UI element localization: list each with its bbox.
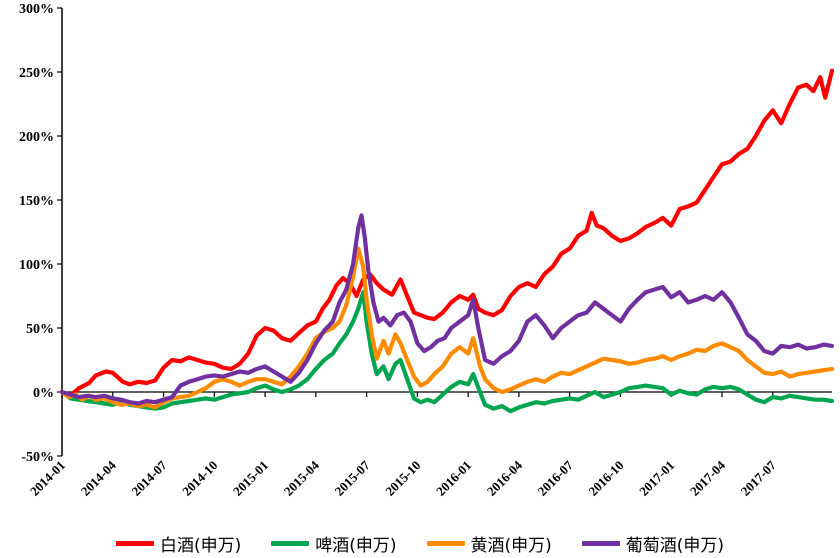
plot-area: -50%0%50%100%150%200%250%300%2014-01 2014… <box>19 2 835 499</box>
x-tick-label: 2015-04 <box>281 457 323 499</box>
x-tick-label: 2017-04 <box>687 457 729 499</box>
legend-swatch <box>581 540 620 546</box>
x-tick-label: 2015-10 <box>382 458 423 499</box>
series-line-2 <box>59 290 835 414</box>
y-tick-label: 150% <box>19 194 54 209</box>
legend-item-3: 黄酒(申万) <box>426 531 552 556</box>
x-tick-label: 2017-07 <box>738 457 780 499</box>
x-tick-label: 2016-10 <box>585 458 626 499</box>
series-line-4 <box>59 213 835 406</box>
y-tick-label: 250% <box>19 66 54 81</box>
x-tick-label: 2014-04 <box>78 457 120 499</box>
line-chart: -50%0%50%100%150%200%250%300%2014-01 2014… <box>19 2 835 499</box>
x-tick-label: 2015-07 <box>331 457 373 499</box>
legend-item-1: 白酒(申万) <box>115 531 242 556</box>
legend-swatch <box>271 540 310 546</box>
legend-label: 黄酒(申万) <box>470 535 552 556</box>
legend-label: 啤酒(申万) <box>315 535 397 556</box>
legend-item-2: 啤酒(申万) <box>271 531 397 556</box>
y-tick-label: 50% <box>26 322 54 337</box>
series-line-3 <box>59 246 835 410</box>
legend-label: 白酒(申万) <box>159 535 242 556</box>
x-tick-label: 2014-07 <box>128 457 170 499</box>
y-tick-label: 300% <box>19 2 54 17</box>
y-tick-label: -50% <box>21 450 54 465</box>
x-tick-label: 2017-01 <box>636 458 677 499</box>
legend-item-4: 葡萄酒(申万) <box>581 531 725 556</box>
y-tick-label: 100% <box>19 258 54 273</box>
legend-swatch <box>426 540 465 546</box>
legend-swatch <box>115 540 154 546</box>
x-tick-label: 2014-10 <box>179 458 220 499</box>
legend: 白酒(申万) 啤酒(申万) 黄酒(申万) 葡萄酒(申万) <box>0 530 840 556</box>
y-tick-label: 0% <box>33 386 54 401</box>
series-line-1 <box>59 68 835 400</box>
x-tick-label: 2016-01 <box>433 458 474 499</box>
x-tick-label: 2016-04 <box>484 457 526 499</box>
x-tick-label: 2015-01 <box>230 458 271 499</box>
x-tick-label: 2016-07 <box>535 457 577 499</box>
y-tick-label: 200% <box>19 130 54 145</box>
legend-label: 葡萄酒(申万) <box>625 535 725 556</box>
